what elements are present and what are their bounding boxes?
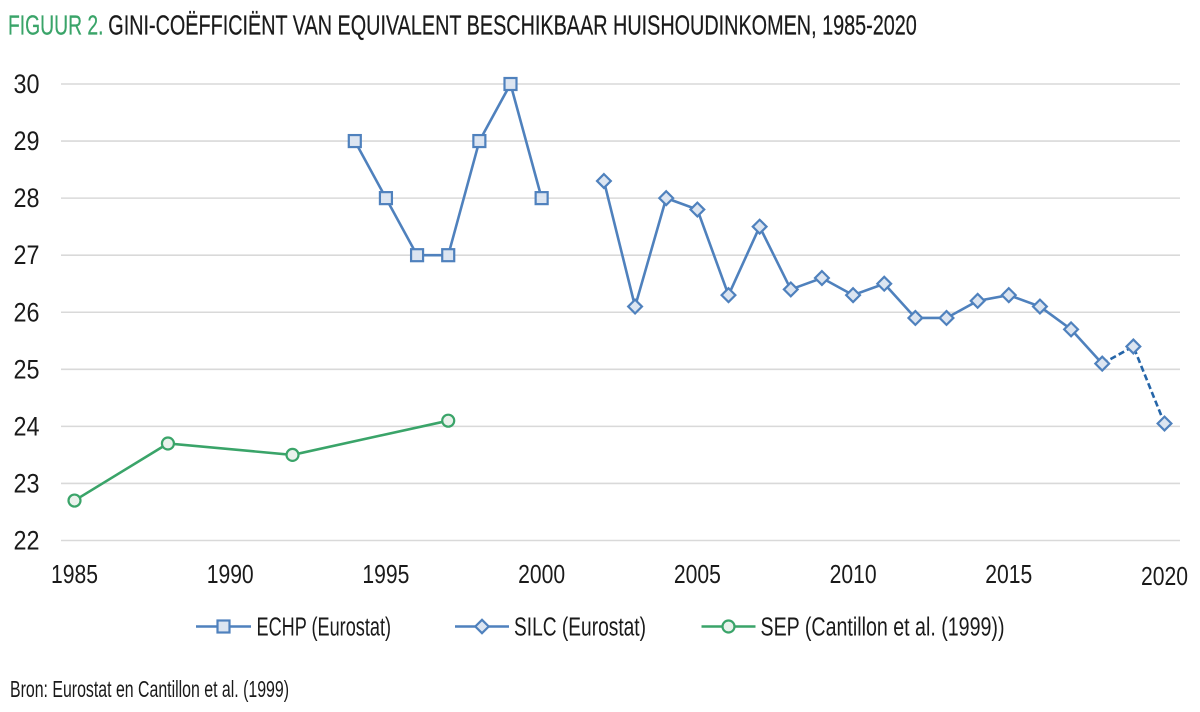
svg-text:2005: 2005 — [674, 559, 721, 589]
svg-text:2015: 2015 — [985, 559, 1032, 589]
svg-text:SILC (Eurostat): SILC (Eurostat) — [514, 614, 646, 642]
svg-text:2020: 2020 — [1141, 561, 1188, 591]
svg-text:2000: 2000 — [518, 559, 565, 589]
svg-text:2010: 2010 — [830, 559, 877, 589]
svg-text:1995: 1995 — [362, 559, 409, 589]
svg-text:28: 28 — [14, 183, 40, 213]
svg-text:1990: 1990 — [207, 559, 254, 589]
svg-text:SEP (Cantillon et al. (1999)): SEP (Cantillon et al. (1999)) — [761, 614, 1005, 642]
svg-text:Bron: Eurostat en Cantillon et: Bron: Eurostat en Cantillon et al. (1999… — [10, 676, 289, 702]
svg-text:29: 29 — [14, 126, 40, 156]
svg-text:23: 23 — [14, 468, 40, 498]
svg-text:GINI-COËFFICIËNT VAN EQUIVALEN: GINI-COËFFICIËNT VAN EQUIVALENT BESCHIKB… — [108, 10, 917, 41]
svg-text:22: 22 — [14, 526, 40, 556]
svg-text:26: 26 — [14, 297, 40, 327]
svg-text:1985: 1985 — [51, 559, 98, 589]
svg-text:30: 30 — [14, 69, 40, 99]
svg-text:ECHP (Eurostat): ECHP (Eurostat) — [257, 614, 392, 642]
svg-text:24: 24 — [14, 411, 40, 441]
svg-text:27: 27 — [14, 240, 40, 270]
svg-text:FIGUUR 2.: FIGUUR 2. — [8, 10, 104, 41]
svg-text:25: 25 — [14, 354, 40, 384]
